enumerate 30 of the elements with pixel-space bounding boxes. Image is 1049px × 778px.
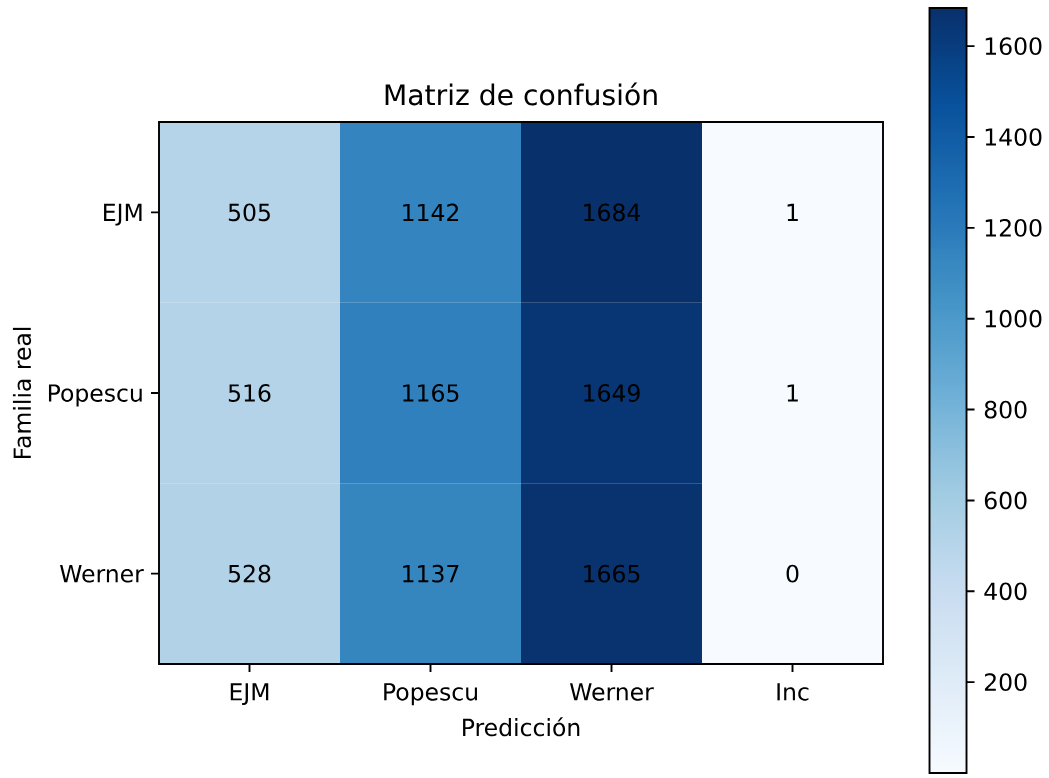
data-label: 1 bbox=[787, 384, 798, 402]
data-label: 1665 bbox=[584, 564, 640, 583]
data-label: 528 bbox=[228, 564, 271, 583]
x-axis-title: Predicción bbox=[463, 717, 580, 737]
color-bar-label: 600 bbox=[984, 491, 1027, 510]
data-label: 1137 bbox=[403, 564, 459, 583]
chart-title: Matriz de confusión bbox=[385, 82, 657, 106]
data-label: 0 bbox=[786, 564, 799, 583]
color-bar-label: 400 bbox=[984, 582, 1027, 601]
color-bar-label: 1200 bbox=[985, 219, 1042, 237]
y-tick-label: EJM bbox=[104, 203, 142, 226]
y-tick-label: Popescu bbox=[48, 384, 142, 407]
y-axis-title: Familia real bbox=[12, 327, 32, 459]
data-label: 1 bbox=[787, 203, 798, 221]
data-label: 1142 bbox=[403, 203, 459, 222]
data-label: 505 bbox=[228, 203, 270, 222]
color-bar-label: 800 bbox=[984, 400, 1027, 419]
color-bar-label: 1400 bbox=[985, 128, 1042, 146]
x-tick-label: Inc bbox=[777, 683, 809, 701]
x-tick-label: EJM bbox=[230, 683, 269, 706]
x-tick-label: Werner bbox=[569, 683, 654, 701]
data-label: 516 bbox=[228, 384, 271, 402]
y-tick-label: Werner bbox=[60, 565, 144, 583]
data-label: 1165 bbox=[403, 384, 459, 402]
color-bar-label: 200 bbox=[984, 673, 1027, 692]
data-label: 1649 bbox=[584, 384, 640, 402]
data-label: 1684 bbox=[584, 203, 641, 222]
color-bar-label: 1000 bbox=[985, 309, 1042, 328]
x-tick-label: Popescu bbox=[384, 683, 477, 706]
color-bar-label: 1600 bbox=[985, 37, 1042, 56]
